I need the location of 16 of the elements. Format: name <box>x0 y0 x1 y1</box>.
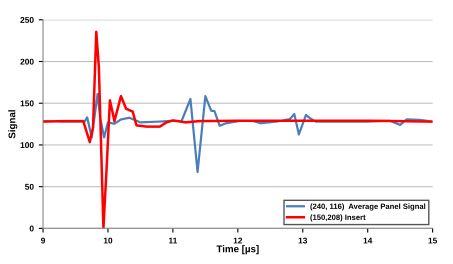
y-tick-label: 250 <box>20 17 34 23</box>
y-tick-label: 50 <box>24 184 34 190</box>
x-tick-label: 13 <box>298 238 308 244</box>
x-tick-label: 15 <box>428 238 438 244</box>
y-tick-label: 150 <box>20 100 34 106</box>
y-axis-title: Signal <box>8 110 18 138</box>
y-tick-label: 100 <box>20 142 34 148</box>
x-axis-title: Time [µs] <box>216 245 259 254</box>
x-tick-label: 11 <box>169 238 178 244</box>
x-tick-label: 9 <box>41 238 46 244</box>
x-tick-label: 14 <box>364 238 372 244</box>
y-tick-label: 0 <box>30 226 34 232</box>
line-series <box>43 92 433 174</box>
x-tick-label: 10 <box>104 238 112 244</box>
y-tick-label: 200 <box>20 58 34 65</box>
x-tick-label: 12 <box>234 238 242 244</box>
